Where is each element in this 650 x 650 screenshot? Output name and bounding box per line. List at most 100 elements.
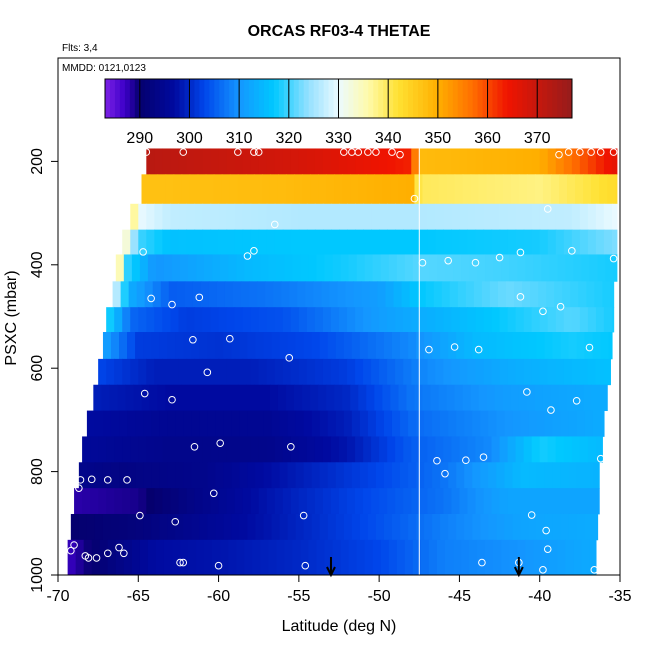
heatmap-cell [215, 332, 224, 360]
heatmap-cell [367, 332, 377, 360]
heatmap-cell [422, 384, 432, 411]
heatmap-cell [242, 148, 252, 175]
heatmap-cell [371, 203, 380, 231]
heatmap-cell [579, 203, 589, 231]
heatmap-cell [122, 488, 131, 515]
heatmap-cell [212, 254, 221, 282]
heatmap-cell [269, 384, 279, 411]
heatmap-cell [382, 174, 391, 205]
heatmap-cell [523, 358, 533, 386]
heatmap-cell [363, 488, 372, 515]
observation-point [444, 256, 452, 265]
heatmap-cell [314, 229, 324, 255]
heatmap-cell [547, 148, 557, 175]
heatmap-cell [157, 384, 167, 411]
heatmap-cell [274, 436, 284, 463]
heatmap-cell [505, 281, 515, 308]
heatmap-cell [355, 436, 364, 463]
heatmap-cell [155, 254, 165, 282]
heatmap-cell [591, 174, 600, 205]
x-axis: -70 -65 -60 -55 -50 -45 -40 -35 [46, 574, 632, 605]
heatmap-cell [347, 148, 356, 175]
colorbar-segment [144, 79, 151, 118]
heatmap-cell [218, 358, 228, 386]
colorbar-segment [293, 79, 300, 118]
observation-point [523, 388, 531, 396]
heatmap-cell [117, 384, 127, 411]
heatmap-cell [375, 332, 385, 360]
heatmap-cell [435, 358, 444, 386]
observation-point [84, 554, 93, 562]
heatmap-cell [130, 358, 139, 386]
observation-point [115, 543, 123, 552]
heatmap-cell [202, 436, 212, 463]
heatmap-cell [101, 384, 110, 411]
heatmap-cell [324, 254, 334, 282]
observation-point [585, 343, 594, 352]
heatmap-cell [178, 307, 188, 333]
heatmap-cell [497, 281, 507, 308]
heatmap-cell [563, 307, 573, 333]
heatmap-cell [127, 462, 136, 489]
heatmap-cell [453, 254, 462, 282]
observation-point [471, 258, 480, 267]
observation-point [179, 148, 188, 156]
heatmap-cell [162, 358, 171, 386]
heatmap-cell [151, 332, 160, 360]
colorbar-segment [224, 79, 230, 118]
heatmap-cell [255, 513, 265, 541]
heatmap-cell [253, 384, 263, 411]
heatmap-cell [337, 281, 347, 308]
heatmap-cell [435, 148, 444, 175]
heatmap-cell [282, 436, 292, 463]
heatmap-cell [130, 203, 139, 231]
heatmap-cell [250, 307, 260, 333]
heatmap-cell [512, 513, 522, 541]
heatmap-cell [279, 332, 289, 360]
heatmap-cell [573, 539, 583, 576]
observation-point [516, 293, 525, 301]
heatmap-cell [428, 254, 438, 282]
heatmap-cell [470, 174, 480, 205]
heatmap-cell [130, 488, 139, 515]
heatmap-cell [608, 332, 613, 360]
observation-point [270, 220, 279, 229]
heatmap-cell [534, 384, 544, 411]
colorbar-segment [413, 79, 419, 118]
heatmap-cell [576, 462, 586, 489]
heatmap-cell [303, 332, 313, 360]
heatmap-cell [531, 307, 541, 333]
observation-points [67, 148, 618, 574]
heatmap-cell [424, 513, 433, 541]
heatmap-cell [501, 254, 510, 282]
heatmap-cell [478, 384, 488, 411]
colorbar-segment [268, 79, 275, 118]
heatmap-cell [119, 332, 128, 360]
heatmap-cell [371, 488, 380, 515]
heatmap-cell [205, 384, 215, 411]
heatmap-cell [162, 148, 171, 175]
heatmap-cell [75, 539, 85, 576]
heatmap-cell [239, 462, 249, 489]
heatmap-cell [411, 358, 420, 386]
heatmap-cell [311, 462, 321, 489]
heatmap-cell [528, 410, 538, 437]
observation-point [495, 253, 504, 262]
colorbar-tick-label: 360 [474, 130, 501, 147]
heatmap-cell [547, 229, 557, 255]
heatmap-cell [131, 539, 141, 576]
heatmap-cell [332, 254, 342, 282]
heatmap-cell [387, 488, 396, 515]
heatmap-cell [347, 203, 356, 231]
heatmap-cell [250, 229, 260, 255]
heatmap-cell [298, 358, 308, 386]
colorbar-segment [447, 79, 454, 118]
heatmap-cell [576, 332, 586, 360]
heatmap-cell [387, 148, 396, 175]
heatmap-cell [170, 358, 180, 386]
heatmap-cell [146, 358, 155, 386]
heatmap-cell [221, 384, 231, 411]
heatmap-cell [319, 513, 329, 541]
heatmap-cell [135, 462, 144, 489]
heatmap-cell [555, 229, 565, 255]
